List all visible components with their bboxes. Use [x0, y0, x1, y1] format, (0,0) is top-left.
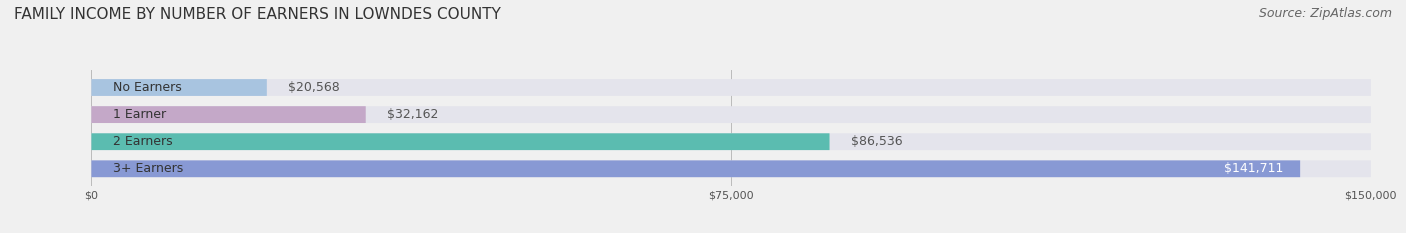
Text: $141,711: $141,711: [1223, 162, 1284, 175]
FancyBboxPatch shape: [91, 160, 1371, 177]
Text: 2 Earners: 2 Earners: [112, 135, 173, 148]
FancyBboxPatch shape: [91, 160, 1301, 177]
FancyBboxPatch shape: [91, 79, 267, 96]
FancyBboxPatch shape: [91, 106, 1371, 123]
FancyBboxPatch shape: [91, 79, 1371, 96]
Text: $20,568: $20,568: [288, 81, 340, 94]
FancyBboxPatch shape: [91, 133, 830, 150]
Text: 3+ Earners: 3+ Earners: [112, 162, 183, 175]
Text: $86,536: $86,536: [851, 135, 903, 148]
Text: 1 Earner: 1 Earner: [112, 108, 166, 121]
FancyBboxPatch shape: [91, 133, 1371, 150]
Text: No Earners: No Earners: [112, 81, 181, 94]
FancyBboxPatch shape: [91, 106, 366, 123]
Text: FAMILY INCOME BY NUMBER OF EARNERS IN LOWNDES COUNTY: FAMILY INCOME BY NUMBER OF EARNERS IN LO…: [14, 7, 501, 22]
Text: Source: ZipAtlas.com: Source: ZipAtlas.com: [1258, 7, 1392, 20]
Text: $32,162: $32,162: [387, 108, 439, 121]
